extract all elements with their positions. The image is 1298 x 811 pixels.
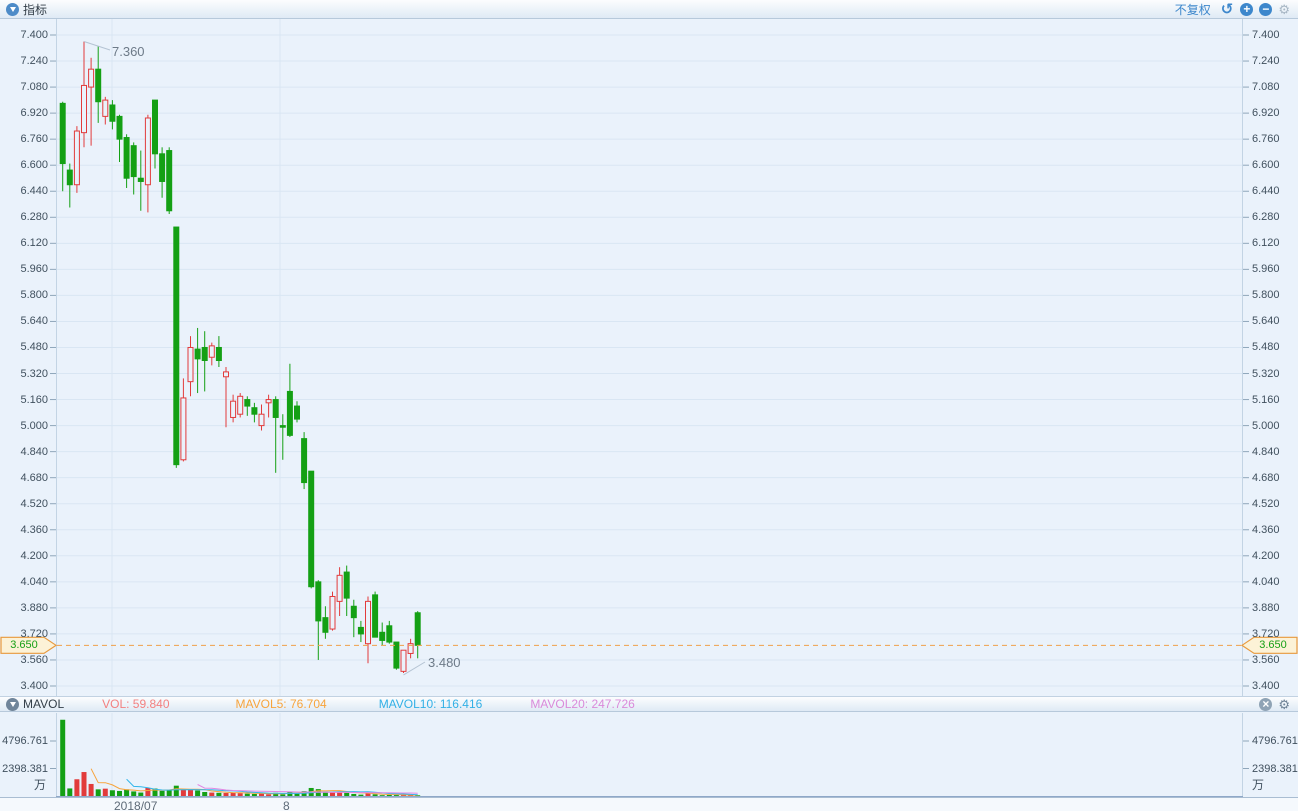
price-tick-label: 6.600 [1252,159,1280,172]
price-tick-label: 3.400 [1252,680,1280,692]
adjustment-mode-button[interactable]: 不复权 [1174,2,1211,17]
price-tick-label: 6.120 [20,237,48,250]
price-tick-label: 7.080 [20,81,48,94]
zoom-out-icon[interactable]: − [1259,2,1273,16]
indicator-panel-header: 指标 不复权 ↺ + − ⚙ [0,0,1298,19]
price-tick-label: 7.400 [20,29,48,41]
x-axis: 2018/07 8 [0,797,1298,811]
volume-chart-plot-area[interactable] [57,713,1242,796]
price-tick-label: 7.080 [1252,81,1280,94]
chevron-down-icon [9,702,16,707]
price-tick-label: 3.720 [1252,627,1280,640]
price-tick-label: 4.040 [1252,575,1280,588]
close-volume-panel-icon[interactable]: × [1259,697,1273,711]
price-tick-label: 6.280 [1252,211,1280,224]
price-tick-label: 5.960 [1252,263,1280,276]
price-tick-label: 6.440 [1252,185,1280,198]
price-tick-label: 5.320 [20,367,48,380]
price-tick-label: 3.880 [1252,601,1280,614]
price-tick-label: 3.720 [20,627,48,640]
x-axis-label: 2018/07 [114,799,158,811]
zoom-in-icon[interactable]: + [1240,2,1254,16]
price-tick-label: 5.160 [20,393,48,406]
price-tick-label: 4.520 [20,497,48,510]
settings-icon[interactable]: ⚙ [1278,1,1290,17]
price-tick-label: 4.360 [20,523,48,536]
price-tick-label: 4.040 [20,575,48,588]
chevron-down-icon [9,7,16,12]
price-tick-label: 5.160 [1252,393,1280,406]
mavol20-value-label: MAVOL20: 247.726 [530,697,635,711]
price-tick-label: 5.480 [1252,341,1280,354]
volume-tick-label: 4796.761 [1252,735,1298,747]
price-tick-label: 4.520 [1252,497,1280,510]
price-tick-label: 4.200 [20,549,48,562]
volume-tick-label: 4796.761 [2,735,48,747]
collapse-volume-panel-icon[interactable] [6,697,19,711]
price-tick-label: 5.960 [20,263,48,276]
price-tick-label: 5.000 [20,419,48,432]
price-tick-label: 5.640 [20,315,48,328]
price-tick-label: 4.840 [20,445,48,458]
indicator-panel-title: 指标 [23,2,48,17]
volume-unit-label: 万 [34,778,47,792]
price-tick-label: 4.360 [1252,523,1280,536]
price-tick-label: 3.400 [20,680,48,692]
price-tick-label: 5.800 [20,289,48,302]
price-tick-label: 5.640 [1252,315,1280,328]
price-tick-label: 6.600 [20,159,48,172]
low-price-annotation: 3.480 [428,655,461,670]
volume-settings-icon[interactable]: ⚙ [1278,696,1290,712]
volume-tick-label: 2398.381 [1252,762,1298,775]
latest-price-tag-left: 3.650 [10,638,38,651]
volume-unit-label: 万 [1252,778,1265,792]
price-tick-label: 3.880 [20,601,48,614]
price-tick-label: 6.920 [1252,107,1280,120]
price-tick-label: 6.120 [1252,237,1280,250]
high-price-annotation: 7.360 [112,44,145,59]
price-tick-label: 7.240 [20,55,48,68]
price-tick-label: 5.480 [20,341,48,354]
price-tick-label: 7.240 [1252,55,1280,68]
price-tick-label: 5.000 [1252,419,1280,432]
volume-panel-header: MAVOL VOL: 59.840 MAVOL5: 76.704 MAVOL10… [0,696,1298,712]
price-tick-label: 7.400 [1252,29,1280,41]
vol-value-label: VOL: 59.840 [102,697,170,711]
latest-price-tag-right: 3.650 [1259,638,1287,651]
price-tick-label: 3.560 [20,653,48,666]
price-tick-label: 6.280 [20,211,48,224]
mavol5-value-label: MAVOL5: 76.704 [235,697,327,711]
price-tick-label: 5.800 [1252,289,1280,302]
price-tick-label: 4.680 [1252,471,1280,484]
x-axis-label: 8 [283,799,290,811]
price-tick-label: 6.760 [1252,133,1280,146]
mavol10-value-label: MAVOL10: 116.416 [378,697,483,711]
price-tick-label: 4.680 [20,471,48,484]
price-tick-label: 6.920 [20,107,48,120]
price-tick-label: 5.320 [1252,367,1280,380]
price-tick-label: 6.760 [20,133,48,146]
price-chart-plot-area[interactable] [57,19,1242,696]
volume-tick-label: 2398.381 [2,762,48,775]
price-tick-label: 6.440 [20,185,48,198]
undo-icon[interactable]: ↺ [1220,0,1234,18]
volume-indicator-title: MAVOL [23,697,65,711]
price-tick-label: 4.200 [1252,549,1280,562]
price-tick-label: 3.560 [1252,653,1280,666]
price-tick-label: 4.840 [1252,445,1280,458]
collapse-panel-icon[interactable] [6,2,19,16]
